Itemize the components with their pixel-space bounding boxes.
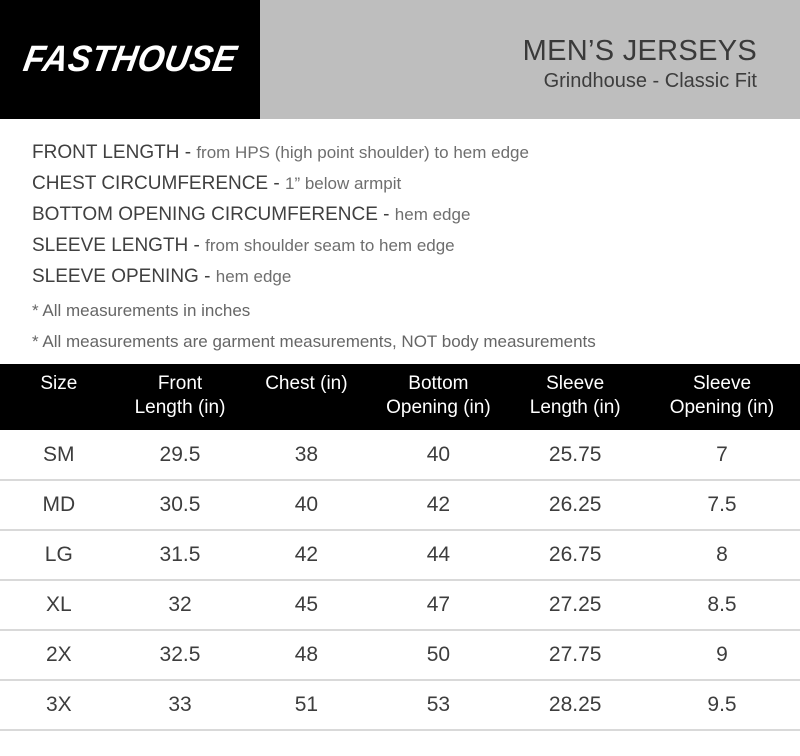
fasthouse-logo: FASTHOUSE [0,0,260,119]
table-row-md: MD 30.5 40 42 26.25 7.5 [0,480,800,531]
definition-bottom-opening: BOTTOM OPENING CIRCUMFERENCE - hem edge [32,205,800,224]
definition-desc: from shoulder seam to hem edge [205,236,455,255]
cell-bottom-opening: 42 [370,480,507,531]
column-header-size: Size [0,364,118,430]
cell-sleeve-opening: 9 [643,630,800,681]
column-header-sleeve-length: Sleeve Length (in) [506,364,644,430]
column-header-bottom-opening: Bottom Opening (in) [370,364,507,430]
definition-desc: hem edge [394,205,471,224]
definition-term: SLEEVE LENGTH - [32,235,200,256]
table-row-3x: 3X 33 51 53 28.25 9.5 [0,680,800,731]
column-header-sleeve-opening: Sleeve Opening (in) [643,364,800,430]
cell-sleeve-opening: 7 [643,430,800,481]
table-header-row: Size Front Length (in) Chest (in) Bottom… [0,364,800,430]
cell-chest: 51 [242,680,371,731]
column-header-chest: Chest (in) [242,364,371,430]
cell-size: MD [0,480,118,531]
cell-chest: 48 [242,630,371,681]
cell-bottom-opening: 44 [370,530,507,581]
measurement-definitions: FRONT LENGTH - from HPS (high point shou… [0,119,800,286]
table-row-lg: LG 31.5 42 44 26.75 8 [0,530,800,581]
table-row-2x: 2X 32.5 48 50 27.75 9 [0,630,800,681]
cell-size: LG [0,530,118,581]
cell-size: 2X [0,630,118,681]
cell-sleeve-length: 25.75 [506,430,644,481]
definition-term: FRONT LENGTH - [32,142,192,163]
cell-front-length: 33 [117,680,243,731]
cell-size: 3X [0,680,118,731]
cell-sleeve-opening: 7.5 [643,480,800,531]
definition-sleeve-length: SLEEVE LENGTH - from shoulder seam to he… [32,236,800,255]
definition-chest-circumference: CHEST CIRCUMFERENCE - 1” below armpit [32,174,800,193]
cell-sleeve-length: 26.75 [506,530,644,581]
size-chart-table: Size Front Length (in) Chest (in) Bottom… [0,364,800,731]
cell-size: XL [0,580,118,631]
header-banner: FASTHOUSE MEN’S JERSEYS Grindhouse - Cla… [0,0,800,119]
cell-sleeve-length: 27.25 [506,580,644,631]
cell-front-length: 32 [117,580,243,631]
cell-sleeve-length: 28.25 [506,680,644,731]
definition-term: CHEST CIRCUMFERENCE - [32,173,280,194]
page-subtitle: Grindhouse - Classic Fit [543,70,757,93]
cell-sleeve-opening: 9.5 [643,680,800,731]
cell-bottom-opening: 53 [370,680,507,731]
cell-chest: 40 [242,480,371,531]
note-garment: * All measurements are garment measureme… [32,332,596,351]
cell-sleeve-opening: 8 [643,530,800,581]
banner-title-area: MEN’S JERSEYS Grindhouse - Classic Fit [260,0,800,119]
definition-front-length: FRONT LENGTH - from HPS (high point shou… [32,143,800,162]
fasthouse-logo-text: FASTHOUSE [20,38,240,80]
cell-chest: 42 [242,530,371,581]
definition-desc: hem edge [215,267,292,286]
cell-sleeve-length: 27.75 [506,630,644,681]
definition-sleeve-opening: SLEEVE OPENING - hem edge [32,267,800,286]
definition-term: BOTTOM OPENING CIRCUMFERENCE - [32,204,390,225]
cell-front-length: 32.5 [117,630,243,681]
measurement-notes: * All measurements in inches * All measu… [0,298,800,351]
cell-bottom-opening: 47 [370,580,507,631]
cell-front-length: 29.5 [117,430,243,481]
cell-chest: 38 [242,430,371,481]
cell-chest: 45 [242,580,371,631]
definition-desc: 1” below armpit [285,174,402,193]
cell-sleeve-opening: 8.5 [643,580,800,631]
definition-term: SLEEVE OPENING - [32,266,211,287]
cell-front-length: 31.5 [117,530,243,581]
cell-sleeve-length: 26.25 [506,480,644,531]
cell-bottom-opening: 50 [370,630,507,681]
table-row-xl: XL 32 45 47 27.25 8.5 [0,580,800,631]
table-row-sm: SM 29.5 38 40 25.75 7 [0,430,800,481]
page-title: MEN’S JERSEYS [522,34,757,67]
definition-desc: from HPS (high point shoulder) to hem ed… [196,143,529,162]
note-inches: * All measurements in inches [32,301,251,320]
cell-bottom-opening: 40 [370,430,507,481]
column-header-front-length: Front Length (in) [117,364,243,430]
cell-size: SM [0,430,118,481]
cell-front-length: 30.5 [117,480,243,531]
